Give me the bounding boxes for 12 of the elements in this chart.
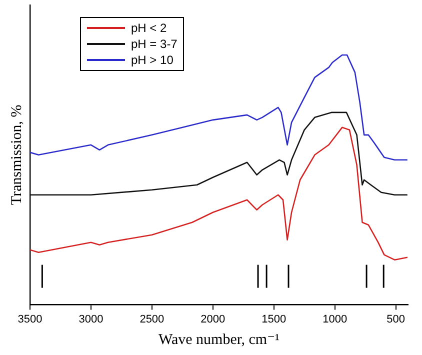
x-tick-label: 500 — [386, 313, 405, 326]
y-axis-title: Transmission, % — [8, 104, 25, 206]
legend-label: pH < 2 — [131, 21, 167, 35]
x-tick-label: 2500 — [140, 313, 164, 326]
legend-label: pH > 10 — [131, 53, 174, 67]
x-tick-label: 1000 — [322, 313, 348, 326]
x-tick-label: 1500 — [262, 313, 286, 326]
x-tick-label: 2000 — [200, 313, 226, 326]
x-tick-label: 3000 — [78, 313, 104, 326]
legend-label: pH = 3-7 — [131, 37, 178, 51]
x-tick-label: 3500 — [18, 313, 42, 326]
x-axis-title: Wave number, cm⁻¹ — [158, 332, 280, 348]
